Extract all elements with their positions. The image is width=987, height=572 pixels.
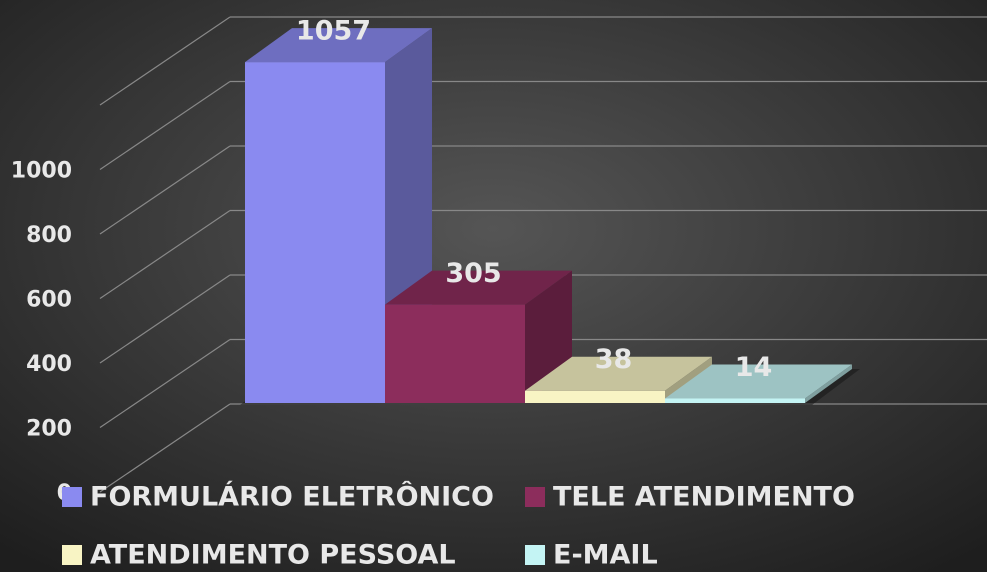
y-tick-label: 1000 (11, 159, 72, 184)
bar-top (525, 356, 712, 391)
y-tick-label: 800 (26, 223, 72, 248)
value-label: 305 (445, 258, 501, 289)
legend-label: E-MAIL (553, 540, 658, 571)
value-label: 38 (595, 344, 633, 375)
legend-label: ATENDIMENTO PESSOAL (90, 540, 456, 571)
grid-line (99, 274, 231, 364)
bar (665, 398, 805, 403)
value-label: 14 (735, 352, 773, 383)
legend-swatch (62, 545, 82, 565)
grid-line (99, 339, 231, 428)
bar-top (245, 28, 432, 63)
bar-top (385, 270, 572, 305)
value-label: 1057 (296, 16, 371, 47)
grid-line (99, 145, 231, 235)
y-tick-label: 600 (26, 288, 72, 313)
y-tick-label: 400 (26, 352, 72, 377)
legend-label: FORMULÁRIO ELETRÔNICO (90, 481, 494, 513)
legend-swatch (525, 545, 545, 565)
bar (385, 304, 525, 403)
grid-line (99, 210, 231, 299)
bar-top (665, 364, 852, 399)
y-tick-label: 200 (26, 417, 72, 442)
legend-swatch (525, 487, 545, 507)
bar (245, 62, 385, 404)
bar-side (805, 364, 852, 403)
wall-edge (99, 16, 231, 106)
grid-line (99, 81, 231, 170)
grid-line (99, 403, 231, 493)
legend-label: TELE ATENDIMENTO (553, 482, 855, 513)
legend-swatch (62, 487, 82, 507)
bar (525, 390, 665, 403)
